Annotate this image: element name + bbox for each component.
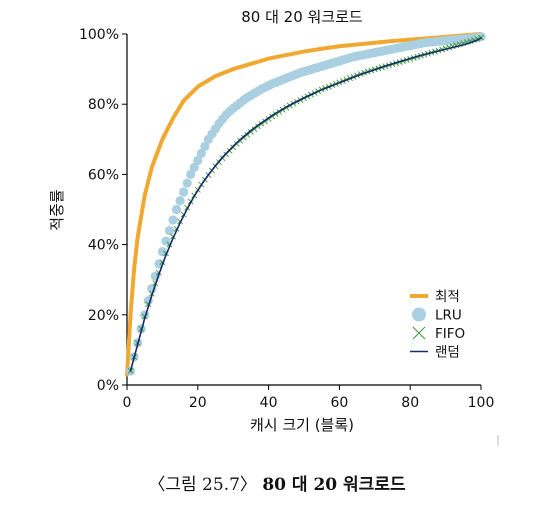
chart-svg: 80 대 20 워크로드 0 20 40 60 80 100 0% 20% 40% 60% 80% 1…	[48, 8, 499, 446]
legend-item: 최적	[410, 289, 460, 305]
data-point	[171, 204, 182, 215]
series-layer	[125, 32, 486, 377]
data-point	[179, 187, 189, 197]
y-tick-label: 20%	[88, 308, 119, 324]
y-axis-label: 적중률	[48, 189, 66, 231]
data-point	[157, 247, 167, 257]
legend-item: FIFO	[412, 326, 465, 342]
data-point	[175, 196, 185, 206]
series-thick-line	[125, 32, 483, 377]
series-dots	[125, 32, 486, 376]
y-tick-label: 60%	[88, 167, 119, 183]
legend-swatch	[412, 326, 426, 340]
legend-item: 랜덤	[410, 345, 460, 361]
data-point	[182, 178, 192, 188]
data-point	[164, 225, 175, 236]
x-axis-label: 캐시 크기 (블록)	[250, 416, 354, 434]
x-tick-label: 80	[401, 395, 419, 411]
data-point	[200, 141, 210, 151]
series-thin-line	[129, 37, 482, 372]
x-tick-label: 20	[189, 395, 207, 411]
data-point	[186, 169, 196, 179]
y-tick-label: 0%	[97, 378, 119, 394]
legend-item: LRU	[412, 307, 462, 324]
data-point	[196, 148, 206, 158]
series-line	[125, 32, 483, 377]
chart-title: 80 대 20 워크로드	[241, 8, 363, 26]
y-tick-label: 40%	[88, 238, 119, 254]
legend: 최적 LRU FIFO 랜덤	[410, 289, 465, 361]
data-point	[189, 162, 199, 172]
y-tick-label: 80%	[88, 97, 119, 113]
caption-title: 80 대 20 워크로드	[262, 475, 406, 495]
data-point	[193, 155, 203, 165]
x-tick-label: 100	[468, 395, 495, 411]
legend-label: 랜덤	[435, 345, 460, 361]
legend-label: LRU	[435, 308, 462, 324]
axes: 0 20 40 60 80 100 0% 20% 40% 60% 80% 100%	[79, 27, 494, 411]
legend-swatch	[412, 307, 426, 322]
legend-label: FIFO	[435, 326, 465, 342]
legend-label: 최적	[435, 289, 460, 305]
figure-caption: 〈그림 25.7〉 80 대 20 워크로드	[0, 470, 554, 495]
data-point	[168, 215, 178, 225]
x-tick-label: 40	[260, 395, 278, 411]
y-tick-label: 100%	[79, 27, 119, 43]
series-line	[129, 37, 482, 372]
x-tick-label: 60	[330, 395, 348, 411]
caption-prefix: 〈그림 25.7〉	[148, 475, 257, 495]
x-tick-label: 0	[123, 395, 132, 411]
